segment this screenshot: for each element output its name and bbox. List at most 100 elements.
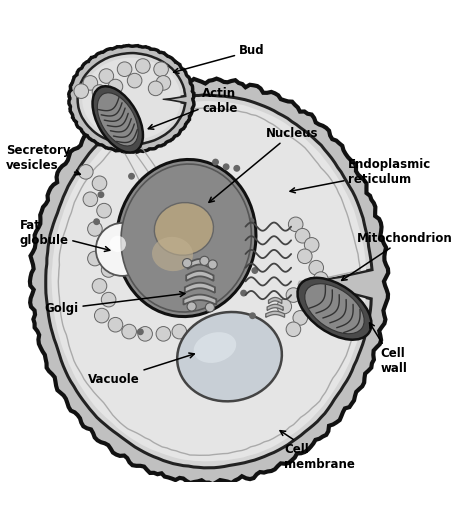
Circle shape (128, 73, 142, 88)
Circle shape (156, 76, 171, 90)
Polygon shape (266, 311, 284, 318)
Polygon shape (52, 101, 366, 461)
Circle shape (156, 327, 171, 341)
Circle shape (137, 329, 143, 334)
Circle shape (193, 263, 199, 268)
Polygon shape (267, 304, 283, 310)
Circle shape (108, 79, 123, 94)
Circle shape (101, 263, 116, 277)
Circle shape (167, 197, 173, 202)
Circle shape (74, 84, 89, 99)
Circle shape (309, 261, 324, 275)
Ellipse shape (305, 284, 364, 334)
Polygon shape (185, 283, 215, 293)
Text: Nucleus: Nucleus (209, 126, 319, 202)
Circle shape (185, 199, 190, 204)
Circle shape (129, 174, 134, 179)
Polygon shape (46, 95, 372, 468)
Circle shape (186, 233, 192, 239)
Ellipse shape (97, 93, 138, 146)
Circle shape (213, 160, 218, 165)
Polygon shape (183, 295, 216, 305)
Circle shape (117, 62, 132, 77)
Circle shape (295, 229, 310, 243)
Text: Fat
globule: Fat globule (19, 219, 110, 251)
Text: Mitochondrion: Mitochondrion (342, 232, 453, 280)
Circle shape (92, 176, 107, 190)
Circle shape (205, 303, 214, 312)
Polygon shape (82, 58, 181, 140)
Ellipse shape (121, 164, 251, 312)
Circle shape (175, 227, 180, 233)
Circle shape (83, 76, 98, 90)
Circle shape (277, 299, 292, 314)
Circle shape (218, 205, 223, 210)
Circle shape (286, 288, 301, 302)
Circle shape (101, 292, 116, 307)
Circle shape (97, 235, 111, 250)
Circle shape (252, 268, 257, 273)
Circle shape (248, 218, 254, 224)
Circle shape (200, 257, 206, 262)
Circle shape (223, 164, 229, 170)
Circle shape (313, 272, 328, 287)
Circle shape (196, 294, 201, 300)
Circle shape (250, 313, 255, 319)
Ellipse shape (117, 160, 256, 316)
Circle shape (218, 215, 223, 221)
Circle shape (298, 249, 312, 264)
Circle shape (208, 206, 213, 212)
Circle shape (208, 260, 217, 269)
Text: Golgi: Golgi (45, 292, 185, 315)
Polygon shape (186, 271, 214, 281)
Ellipse shape (177, 312, 282, 401)
Text: Vacuole: Vacuole (88, 353, 194, 386)
Circle shape (99, 69, 114, 83)
Ellipse shape (92, 86, 143, 152)
Ellipse shape (155, 203, 213, 255)
Circle shape (304, 238, 319, 252)
Circle shape (154, 62, 168, 77)
Circle shape (191, 256, 197, 262)
Circle shape (94, 308, 109, 323)
Circle shape (288, 217, 303, 232)
Circle shape (122, 324, 137, 339)
Polygon shape (69, 46, 194, 152)
Circle shape (226, 213, 231, 218)
Circle shape (92, 279, 107, 293)
Circle shape (182, 259, 191, 268)
Circle shape (88, 251, 102, 266)
Circle shape (300, 281, 314, 296)
Text: Cell
membrane: Cell membrane (280, 431, 355, 471)
Circle shape (197, 281, 202, 287)
Text: Bud: Bud (173, 45, 264, 73)
Circle shape (187, 302, 196, 311)
Circle shape (234, 166, 239, 171)
Circle shape (286, 322, 301, 337)
Text: Cell
wall: Cell wall (370, 323, 407, 375)
Circle shape (221, 178, 227, 183)
Circle shape (98, 192, 104, 198)
Circle shape (96, 223, 149, 276)
Circle shape (158, 234, 164, 239)
Ellipse shape (298, 278, 372, 340)
Circle shape (241, 291, 246, 296)
Circle shape (195, 247, 201, 253)
Circle shape (229, 234, 235, 240)
Circle shape (83, 192, 98, 207)
Text: Secretory
vesicles: Secretory vesicles (6, 144, 80, 175)
Polygon shape (268, 298, 282, 304)
Circle shape (165, 203, 170, 208)
Circle shape (187, 301, 192, 307)
Circle shape (293, 310, 308, 325)
Polygon shape (188, 259, 212, 269)
Circle shape (94, 219, 100, 225)
Text: Endoplasmic
reticulum: Endoplasmic reticulum (290, 158, 431, 193)
Ellipse shape (152, 237, 193, 271)
Circle shape (109, 236, 126, 252)
Circle shape (186, 245, 192, 250)
Circle shape (97, 203, 111, 218)
Circle shape (223, 210, 228, 215)
Ellipse shape (194, 332, 236, 363)
Circle shape (179, 252, 185, 258)
